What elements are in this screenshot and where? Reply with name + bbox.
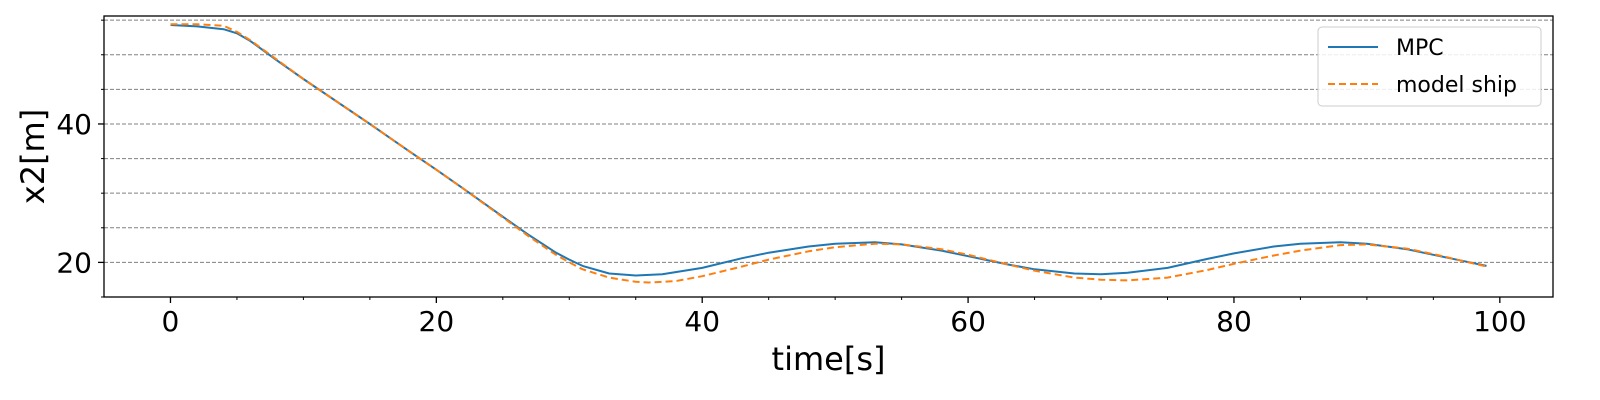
grid-lines bbox=[104, 19, 1553, 298]
x-tick-label-0: 0 bbox=[162, 305, 180, 338]
x-axis-label: time[s] bbox=[772, 340, 886, 378]
series-lines bbox=[170, 23, 1487, 284]
legend: MPC model ship bbox=[1317, 26, 1542, 107]
series-line-1 bbox=[170, 23, 1487, 284]
x-tick-label-60: 60 bbox=[950, 305, 986, 338]
legend-label-model-ship: model ship bbox=[1396, 73, 1517, 98]
legend-label-mpc: MPC bbox=[1396, 36, 1444, 61]
plot-frame bbox=[103, 15, 1554, 298]
y-tick-label-40: 40 bbox=[56, 108, 92, 141]
x-tick-label-40: 40 bbox=[684, 305, 720, 338]
x-tick-label-80: 80 bbox=[1216, 305, 1252, 338]
x-tick-label-20: 20 bbox=[419, 305, 455, 338]
y-axis-label: x2[m] bbox=[14, 109, 52, 204]
series-line-0 bbox=[170, 24, 1487, 277]
y-tick-label-20: 20 bbox=[56, 246, 92, 279]
axis-ticks: 0 20 40 60 80 100 20 40 bbox=[56, 19, 1527, 338]
x-tick-label-100: 100 bbox=[1473, 305, 1526, 338]
